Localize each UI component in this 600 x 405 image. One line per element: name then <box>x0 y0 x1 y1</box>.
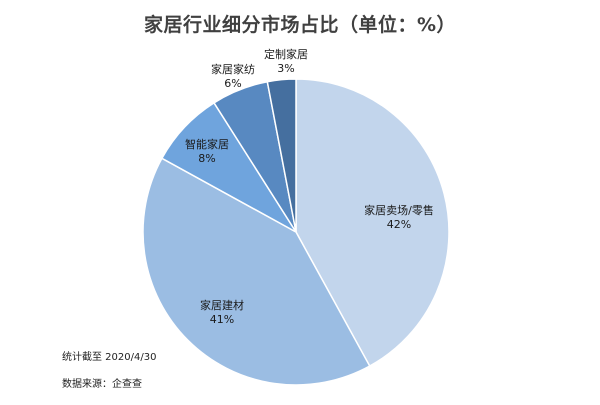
footnote-source: 数据来源：企查查 <box>62 379 142 390</box>
chart-title: 家居行业细分市场占比（单位：%） <box>143 14 457 36</box>
pie-slice-4 <box>266 78 297 233</box>
slice-pct-1: 41% <box>210 313 234 326</box>
footnote-date: 统计截至 2020/4/30 <box>62 352 157 363</box>
slice-label-4: 定制家居 <box>264 47 308 61</box>
slice-pct-0: 42% <box>387 218 411 231</box>
slice-pct-3: 6% <box>224 77 241 90</box>
pie-slice-0 <box>295 78 450 368</box>
slice-label-2: 智能家居 <box>185 137 229 151</box>
slice-label-0: 家居卖场/零售 <box>364 203 434 217</box>
slice-label-3: 家居家纺 <box>211 62 255 76</box>
pie-slice-1 <box>142 157 371 386</box>
slice-pct-2: 8% <box>198 152 215 165</box>
slice-pct-4: 3% <box>277 62 294 75</box>
slice-label-1: 家居建材 <box>200 298 244 312</box>
